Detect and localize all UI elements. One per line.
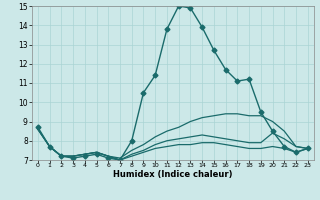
X-axis label: Humidex (Indice chaleur): Humidex (Indice chaleur): [113, 170, 233, 179]
